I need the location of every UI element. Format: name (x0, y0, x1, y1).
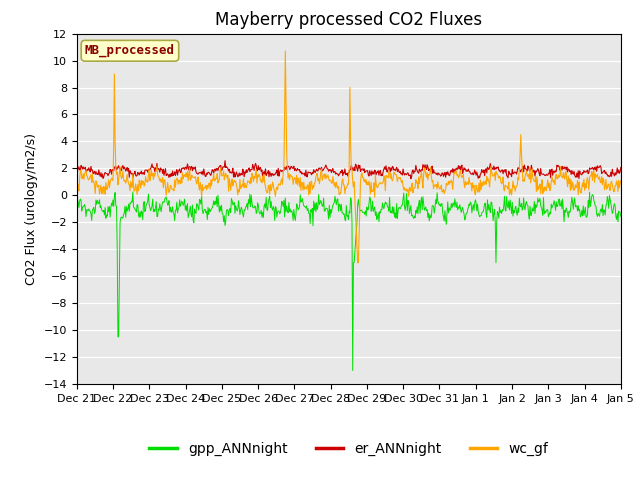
gpp_ANNnight (138, 208, 145, 214)
gpp_ANNnight (406, 207, 414, 213)
Line: er_ANNnight: er_ANNnight (77, 161, 621, 179)
er_ANNnight (264, 168, 272, 174)
wc_gf (617, 178, 625, 184)
gpp_ANNnight (73, 209, 81, 215)
wc_gf (406, 185, 414, 191)
wc_gf (73, 177, 81, 183)
wc_gf (137, 185, 145, 191)
er_ANNnight (285, 164, 292, 169)
er_ANNnight (73, 167, 81, 173)
er_ANNnight (617, 165, 625, 170)
wc_gf (264, 190, 271, 195)
Text: MB_processed: MB_processed (85, 44, 175, 58)
gpp_ANNnight (285, 200, 292, 205)
gpp_ANNnight (237, 204, 245, 210)
gpp_ANNnight (437, 204, 445, 209)
Line: gpp_ANNnight: gpp_ANNnight (77, 192, 621, 371)
er_ANNnight (137, 170, 145, 176)
wc_gf (237, 186, 244, 192)
wc_gf (354, 260, 362, 265)
wc_gf (282, 48, 289, 54)
er_ANNnight (437, 173, 445, 179)
er_ANNnight (406, 173, 413, 179)
gpp_ANNnight (349, 368, 356, 373)
er_ANNnight (221, 158, 229, 164)
wc_gf (285, 171, 292, 177)
Legend: gpp_ANNnight, er_ANNnight, wc_gf: gpp_ANNnight, er_ANNnight, wc_gf (144, 436, 554, 462)
gpp_ANNnight (129, 189, 137, 195)
er_ANNnight (407, 176, 415, 181)
Line: wc_gf: wc_gf (77, 51, 621, 263)
wc_gf (437, 185, 445, 191)
gpp_ANNnight (617, 214, 625, 219)
Y-axis label: CO2 Flux (urology/m2/s): CO2 Flux (urology/m2/s) (25, 133, 38, 285)
Title: Mayberry processed CO2 Fluxes: Mayberry processed CO2 Fluxes (215, 11, 483, 29)
er_ANNnight (237, 171, 245, 177)
gpp_ANNnight (264, 200, 272, 205)
